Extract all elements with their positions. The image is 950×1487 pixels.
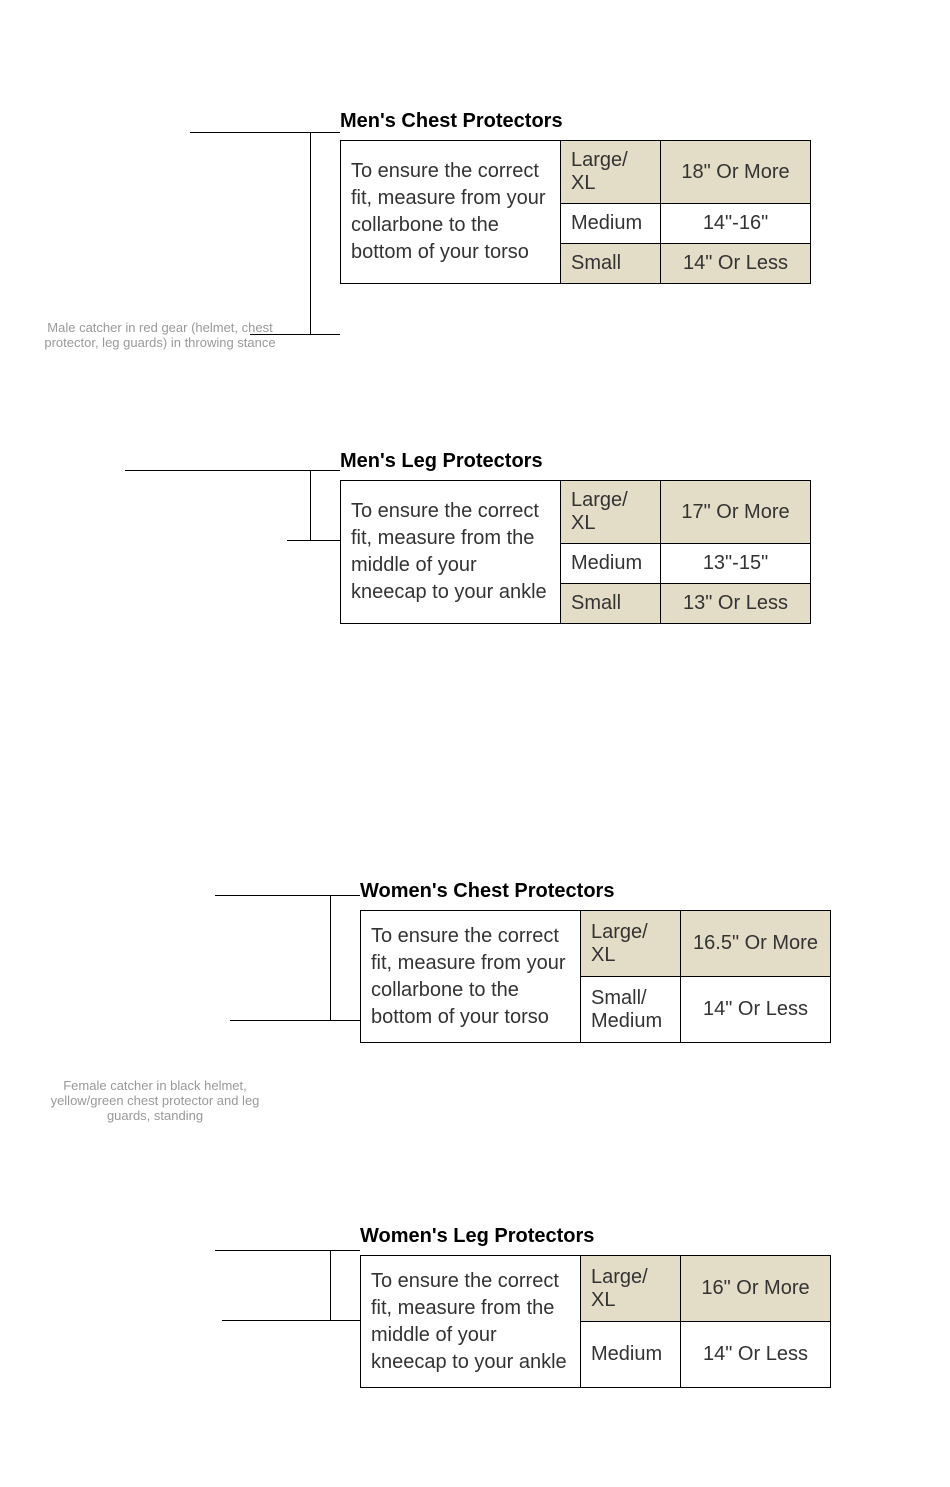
connector-line xyxy=(190,132,340,133)
connector-line xyxy=(310,132,311,335)
size-value: 13"-15" xyxy=(661,544,811,584)
womens-chest-table: To ensure the correct fit, measure from … xyxy=(360,910,831,1043)
size-value: 14" Or Less xyxy=(661,244,811,284)
womens-leg-table: To ensure the correct fit, measure from … xyxy=(360,1255,831,1388)
size-label: Large/ XL xyxy=(581,1256,681,1322)
size-label: Small xyxy=(561,244,661,284)
connector-line xyxy=(230,1020,360,1021)
size-value: 18" Or More xyxy=(661,141,811,204)
size-value: 16.5" Or More xyxy=(681,911,831,977)
size-value: 14" Or Less xyxy=(681,977,831,1043)
mens-leg-table: To ensure the correct fit, measure from … xyxy=(340,480,811,624)
size-label: Medium xyxy=(561,544,661,584)
connector-line xyxy=(222,1320,360,1321)
mens-leg-title: Men's Leg Protectors xyxy=(340,450,543,473)
size-value: 14"-16" xyxy=(661,204,811,244)
womens-chest-title: Women's Chest Protectors xyxy=(360,880,614,903)
mens-chest-title: Men's Chest Protectors xyxy=(340,110,563,133)
size-label: Small/ Medium xyxy=(581,977,681,1043)
size-label: Medium xyxy=(581,1322,681,1388)
instruction-cell: To ensure the correct fit, measure from … xyxy=(361,1256,581,1388)
womens-leg-title: Women's Leg Protectors xyxy=(360,1225,594,1248)
connector-line xyxy=(287,540,340,541)
size-value: 13" Or Less xyxy=(661,584,811,624)
womens-catcher-image: Female catcher in black helmet, yellow/g… xyxy=(30,760,280,1440)
instruction-cell: To ensure the correct fit, measure from … xyxy=(341,481,561,624)
connector-line xyxy=(125,470,340,471)
size-label: Medium xyxy=(561,204,661,244)
size-label: Large/ XL xyxy=(581,911,681,977)
size-label: Large/ XL xyxy=(561,481,661,544)
size-value: 16" Or More xyxy=(681,1256,831,1322)
connector-line xyxy=(250,334,340,335)
connector-line xyxy=(310,470,311,541)
mens-catcher-image: Male catcher in red gear (helmet, chest … xyxy=(20,10,300,660)
connector-line xyxy=(215,895,360,896)
size-label: Large/ XL xyxy=(561,141,661,204)
connector-line xyxy=(330,1250,331,1321)
size-value: 17" Or More xyxy=(661,481,811,544)
size-value: 14" Or Less xyxy=(681,1322,831,1388)
mens-chest-table: To ensure the correct fit, measure from … xyxy=(340,140,811,284)
connector-line xyxy=(330,895,331,1021)
connector-line xyxy=(215,1250,360,1251)
instruction-cell: To ensure the correct fit, measure from … xyxy=(361,911,581,1043)
size-label: Small xyxy=(561,584,661,624)
instruction-cell: To ensure the correct fit, measure from … xyxy=(341,141,561,284)
